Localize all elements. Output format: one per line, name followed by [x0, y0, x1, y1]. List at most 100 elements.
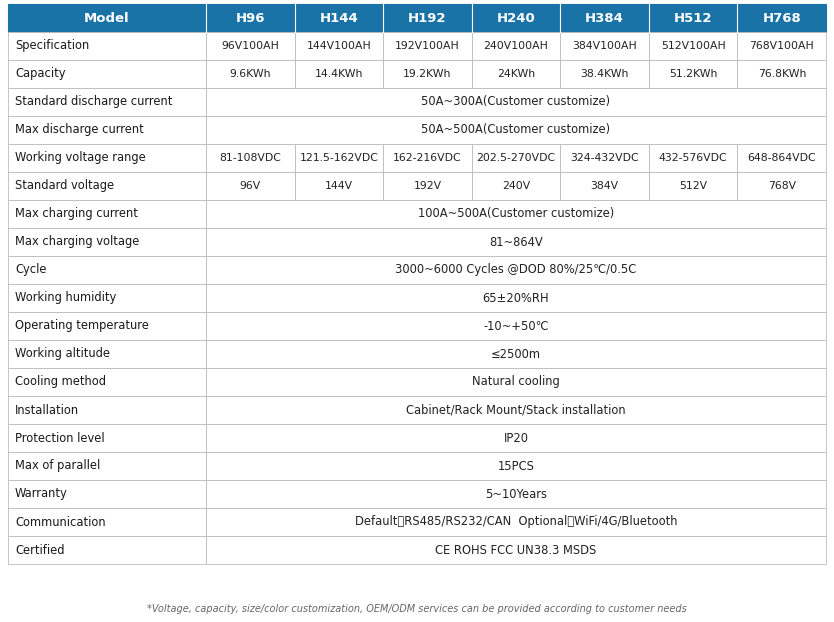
Text: H768: H768	[762, 11, 801, 24]
Text: H144: H144	[319, 11, 359, 24]
Text: 100A~500A(Customer customize): 100A~500A(Customer customize)	[418, 208, 614, 221]
Bar	[472, 32, 560, 60]
Bar	[294, 144, 383, 172]
Text: 384V: 384V	[590, 181, 619, 191]
Text: IP20: IP20	[504, 432, 529, 445]
Text: 648-864VDC: 648-864VDC	[747, 153, 816, 163]
Text: Operating temperature: Operating temperature	[15, 320, 149, 333]
Bar	[294, 60, 383, 88]
Bar	[294, 4, 383, 32]
Bar	[206, 340, 826, 368]
Bar	[649, 4, 737, 32]
Bar	[8, 32, 206, 60]
Bar	[649, 144, 737, 172]
Bar	[472, 60, 560, 88]
Text: 202.5-270VDC: 202.5-270VDC	[476, 153, 555, 163]
Bar	[206, 396, 826, 424]
Text: 384V100AH: 384V100AH	[572, 41, 637, 51]
Text: Capacity: Capacity	[15, 68, 66, 80]
Text: CE ROHS FCC UN38.3 MSDS: CE ROHS FCC UN38.3 MSDS	[435, 544, 596, 557]
Text: Cabinet/Rack Mount/Stack installation: Cabinet/Rack Mount/Stack installation	[406, 404, 626, 417]
Text: 144V100AH: 144V100AH	[306, 41, 371, 51]
Text: 24KWh: 24KWh	[497, 69, 535, 79]
Text: Standard discharge current: Standard discharge current	[15, 96, 173, 108]
Text: 51.2KWh: 51.2KWh	[669, 69, 717, 79]
Text: Installation: Installation	[15, 404, 79, 417]
Bar	[737, 172, 826, 200]
Bar	[560, 32, 649, 60]
Bar	[8, 228, 206, 256]
Text: Standard voltage: Standard voltage	[15, 180, 114, 192]
Bar	[560, 60, 649, 88]
Bar	[8, 172, 206, 200]
Text: 76.8KWh: 76.8KWh	[757, 69, 806, 79]
Bar	[472, 172, 560, 200]
Text: Certified: Certified	[15, 544, 64, 557]
Text: 81~864V: 81~864V	[490, 236, 543, 249]
Text: H192: H192	[408, 11, 447, 24]
Text: 65±20%RH: 65±20%RH	[483, 292, 550, 305]
Bar	[206, 284, 826, 312]
Text: Max charging current: Max charging current	[15, 208, 138, 221]
Bar	[560, 172, 649, 200]
Bar	[206, 116, 826, 144]
Bar	[8, 396, 206, 424]
Bar	[472, 4, 560, 32]
Bar	[8, 284, 206, 312]
Bar	[206, 256, 826, 284]
Bar	[294, 32, 383, 60]
Bar	[206, 32, 294, 60]
Bar	[8, 424, 206, 452]
Text: ≤2500m: ≤2500m	[491, 348, 541, 361]
Text: -10~+50℃: -10~+50℃	[483, 320, 549, 333]
Bar	[206, 424, 826, 452]
Text: 38.4KWh: 38.4KWh	[580, 69, 629, 79]
Text: Protection level: Protection level	[15, 432, 104, 445]
Bar	[206, 452, 826, 480]
Text: 162-216VDC: 162-216VDC	[393, 153, 462, 163]
Bar	[8, 312, 206, 340]
Bar	[737, 32, 826, 60]
Bar	[472, 144, 560, 172]
Bar	[206, 172, 294, 200]
Text: H96: H96	[235, 11, 265, 24]
Text: H512: H512	[674, 11, 712, 24]
Text: 432-576VDC: 432-576VDC	[659, 153, 727, 163]
Bar	[206, 536, 826, 564]
Text: 3000~6000 Cycles @DOD 80%/25℃/0.5C: 3000~6000 Cycles @DOD 80%/25℃/0.5C	[395, 264, 636, 277]
Text: 5~10Years: 5~10Years	[485, 488, 547, 501]
Text: Max discharge current: Max discharge current	[15, 124, 143, 136]
Bar	[206, 480, 826, 508]
Bar	[8, 256, 206, 284]
Text: 9.6KWh: 9.6KWh	[229, 69, 271, 79]
Text: Cooling method: Cooling method	[15, 376, 106, 389]
Bar	[737, 4, 826, 32]
Text: Model: Model	[84, 11, 130, 24]
Text: 14.4KWh: 14.4KWh	[314, 69, 363, 79]
Text: 144V: 144V	[324, 181, 353, 191]
Bar	[8, 340, 206, 368]
Bar	[8, 536, 206, 564]
Text: 768V100AH: 768V100AH	[750, 41, 814, 51]
Bar	[560, 144, 649, 172]
Bar	[206, 228, 826, 256]
Bar	[383, 4, 472, 32]
Text: Communication: Communication	[15, 516, 106, 529]
Text: 121.5-162VDC: 121.5-162VDC	[299, 153, 379, 163]
Text: Default：RS485/RS232/CAN  Optional：WiFi/4G/Bluetooth: Default：RS485/RS232/CAN Optional：WiFi/4G…	[354, 516, 677, 529]
Bar	[8, 452, 206, 480]
Text: Max charging voltage: Max charging voltage	[15, 236, 139, 249]
Text: 324-432VDC: 324-432VDC	[570, 153, 639, 163]
Text: H384: H384	[585, 11, 624, 24]
Bar	[8, 4, 206, 32]
Text: 96V: 96V	[239, 181, 261, 191]
Bar	[383, 172, 472, 200]
Bar	[8, 200, 206, 228]
Bar	[8, 508, 206, 536]
Text: 81-108VDC: 81-108VDC	[219, 153, 281, 163]
Text: Working humidity: Working humidity	[15, 292, 116, 305]
Text: Max of parallel: Max of parallel	[15, 460, 100, 473]
Bar	[649, 172, 737, 200]
Text: 15PCS: 15PCS	[498, 460, 535, 473]
Text: 512V100AH: 512V100AH	[661, 41, 726, 51]
